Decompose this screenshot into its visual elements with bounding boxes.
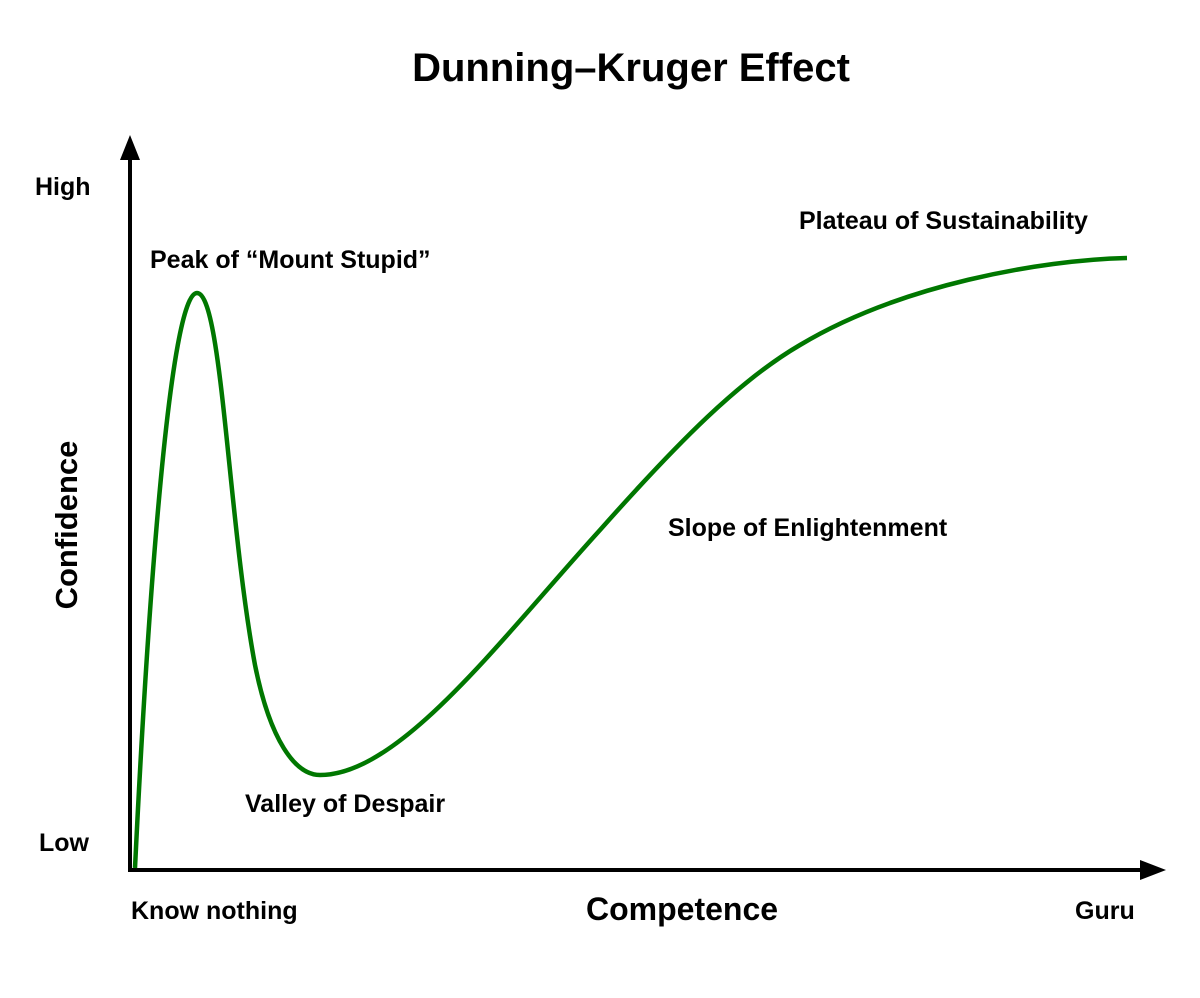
x-axis-arrow-icon [1140,860,1166,880]
slope-annotation: Slope of Enlightenment [668,514,948,542]
plateau-annotation: Plateau of Sustainability [799,207,1088,235]
chart-title: Dunning–Kruger Effect [412,46,850,90]
y-axis-label: Confidence [49,440,84,610]
dunning-kruger-curve [132,255,1128,869]
y-axis-high-label: High [35,173,91,201]
x-axis-start-label: Know nothing [131,897,298,925]
peak-annotation: Peak of “Mount Stupid” [150,246,431,274]
y-axis-low-label: Low [39,829,89,857]
y-axis-arrow-icon [120,135,140,160]
valley-annotation: Valley of Despair [245,790,446,818]
x-axis-end-label: Guru [1075,897,1135,925]
x-axis-label: Competence [586,891,779,927]
